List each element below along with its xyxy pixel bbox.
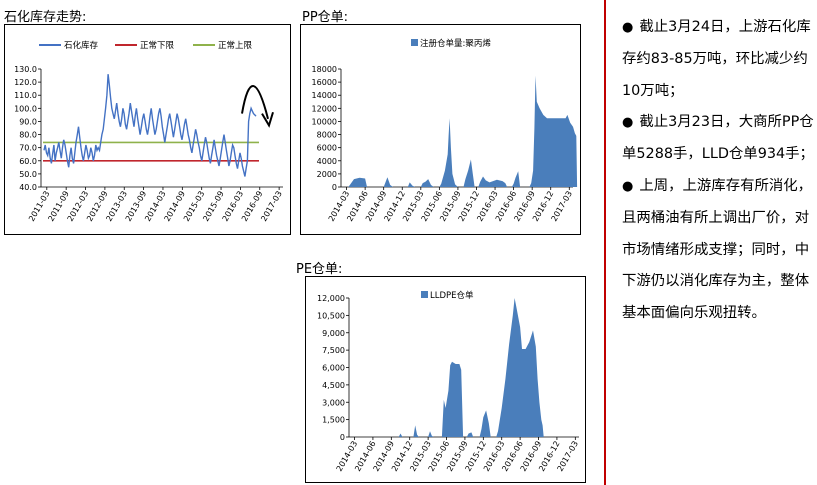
y-tick-label: 12,000	[317, 294, 345, 303]
y-tick-label: 90.0	[19, 117, 37, 126]
market-notes: ● 截止3月24日，上游石化库存约83-85万吨，环比减少约10万吨； ● 截止3月…	[622, 12, 814, 330]
y-tick-label: 10000	[312, 117, 337, 126]
legend-swatch	[421, 291, 428, 298]
y-tick-label: 16000	[312, 78, 337, 87]
y-tick-label: 0	[340, 433, 345, 442]
annotation-curve	[241, 85, 269, 120]
note-1: ● 截止3月24日，上游石化库存约83-85万吨，环比减少约10万吨；	[622, 12, 814, 107]
y-tick-label: 130.0	[14, 65, 37, 74]
y-tick-label: 110.0	[14, 91, 37, 100]
bullet-icon: ●	[622, 115, 634, 131]
y-tick-label: 40.0	[19, 183, 37, 192]
series-line-inventory	[43, 74, 257, 177]
y-tick-label: 50.0	[19, 170, 37, 179]
y-tick-label: 12000	[312, 104, 337, 113]
petro-chart-svg: 40.0 50.0 60.0 70.0 80.0 90.0 100.0 110.0 120.0 1…	[14, 40, 284, 223]
y-tick-label: 80.0	[19, 131, 37, 140]
note-3-text: 上周，上游库存有所消化，且两桶油有所上调出厂价，对市场情绪形成支撑；同时，中下游…	[622, 177, 813, 322]
y-tick-label: 6000	[317, 144, 337, 153]
bullet-icon: ●	[622, 20, 634, 35]
annotation-arrowhead	[261, 111, 274, 128]
petro-chart: 40.0 50.0 60.0 70.0 80.0 90.0 100.0 110.0 120.0 1…	[4, 24, 291, 235]
legend-label: 石化库存	[64, 40, 99, 51]
divider-line	[604, 0, 606, 485]
pe-chart: 0 1,500 3,000 4,500 6,000 7,500 9,000 10,500 12,…	[305, 276, 586, 483]
series-area	[348, 75, 578, 187]
y-tick-label: 70.0	[19, 144, 37, 153]
y-tick-label: 8000	[317, 131, 337, 140]
y-tick-label: 60.0	[19, 157, 37, 166]
y-tick-label: 100.0	[14, 104, 37, 113]
pp-chart-svg: 0 2000 4000 6000 8000 10000 12000 14000 16000 180…	[312, 38, 578, 223]
y-tick-label: 6,000	[322, 364, 345, 373]
petro-chart-title: 石化库存走势:	[4, 10, 87, 25]
y-tick-label: 4,500	[322, 381, 345, 390]
legend-label: 正常下限	[140, 40, 175, 51]
legend-swatch	[411, 39, 418, 46]
pp-chart: 0 2000 4000 6000 8000 10000 12000 14000 16000 180…	[300, 24, 581, 235]
legend-label: 正常上限	[218, 40, 253, 51]
y-tick-label: 4000	[317, 157, 337, 166]
y-tick-label: 18000	[312, 65, 337, 74]
note-1-text: 截止3月24日，上游石化库存约83-85万吨，环比减少约10万吨；	[622, 19, 811, 99]
note-2: ● 截止3月23日，大商所PP仓单5288手，LLD仓单934手；	[622, 107, 814, 171]
note-3: ● 上周，上游库存有所消化，且两桶油有所上调出厂价，对市场情绪形成支撑；同时，中下…	[622, 171, 814, 330]
bullet-icon: ●	[622, 178, 634, 194]
legend-label: 注册仓单量:聚丙烯	[420, 38, 491, 49]
y-tick-label: 1,500	[322, 416, 345, 425]
series-area	[398, 298, 544, 437]
legend-label: LLDPE仓单	[430, 290, 474, 301]
y-tick-label: 3,000	[322, 398, 345, 407]
y-tick-label: 9,000	[322, 329, 345, 338]
y-tick-label: 14000	[312, 91, 337, 100]
pe-chart-title: PE仓单:	[296, 262, 343, 277]
pp-chart-title: PP仓单:	[302, 10, 349, 25]
y-tick-label: 10,500	[317, 311, 345, 320]
note-2-text: 截止3月23日，大商所PP仓单5288手，LLD仓单934手；	[622, 114, 814, 163]
y-tick-label: 7,500	[322, 346, 345, 355]
pe-chart-svg: 0 1,500 3,000 4,500 6,000 7,500 9,000 10,500 12,…	[317, 290, 580, 473]
y-tick-label: 2000	[317, 170, 337, 179]
y-tick-label: 0	[332, 183, 337, 192]
y-tick-label: 120.0	[14, 78, 37, 87]
